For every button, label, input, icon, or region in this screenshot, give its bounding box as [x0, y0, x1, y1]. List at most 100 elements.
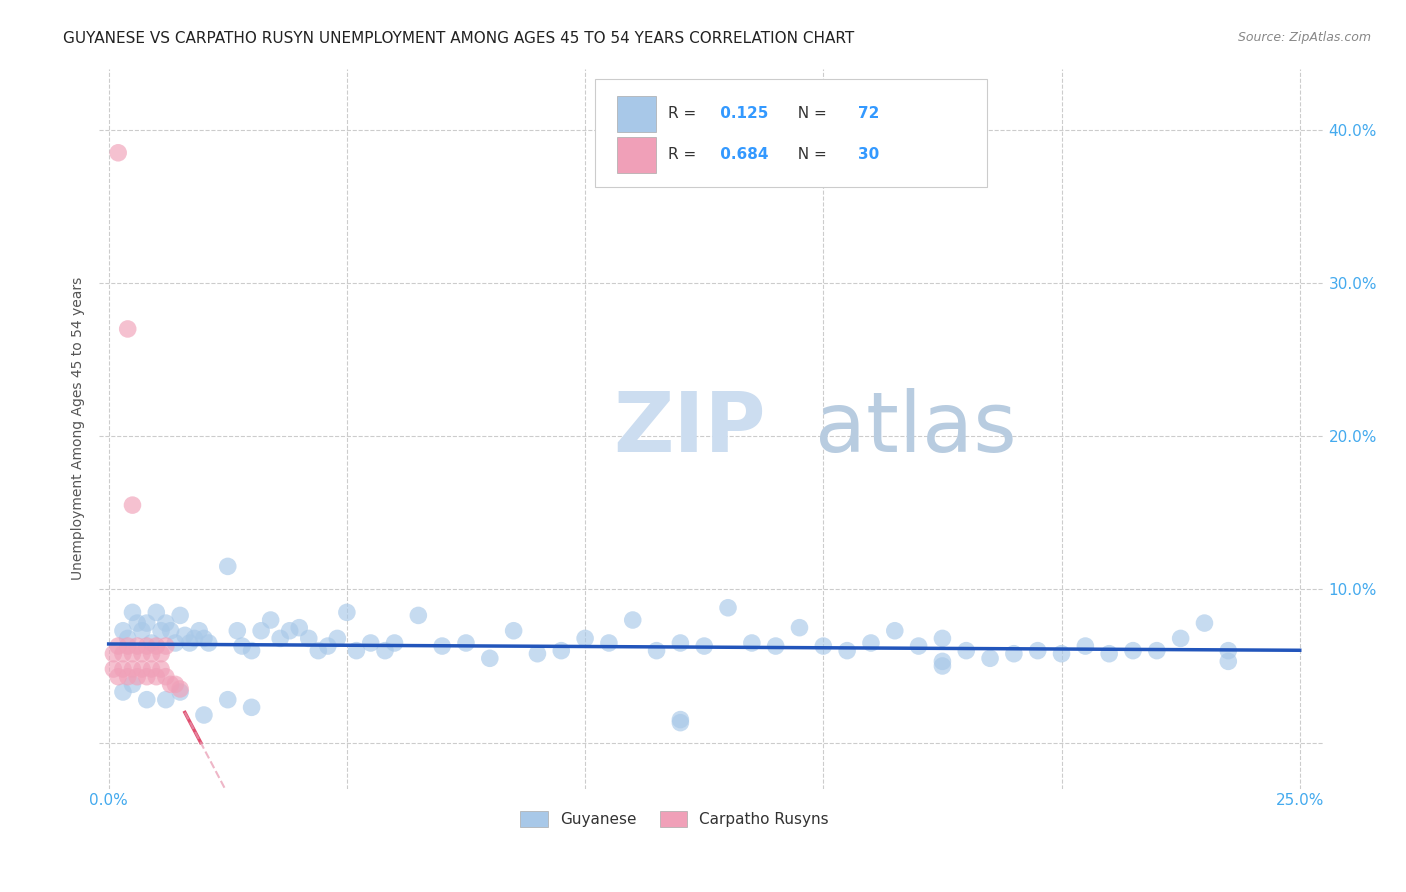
Point	[240, 643, 263, 657]
Point	[374, 643, 396, 657]
Point	[117, 632, 139, 646]
Point	[259, 613, 281, 627]
Point	[1026, 643, 1049, 657]
Point	[111, 624, 134, 638]
Point	[107, 145, 129, 160]
Point	[226, 624, 249, 638]
Point	[121, 662, 143, 676]
Point	[188, 624, 211, 638]
Point	[169, 681, 191, 696]
Point	[454, 636, 477, 650]
Point	[135, 670, 157, 684]
Point	[336, 605, 359, 619]
Text: atlas: atlas	[815, 388, 1017, 469]
Point	[837, 643, 859, 657]
Point	[789, 621, 811, 635]
Point	[344, 643, 367, 657]
Point	[117, 670, 139, 684]
Legend: Guyanese, Carpatho Rusyns: Guyanese, Carpatho Rusyns	[513, 804, 837, 835]
Point	[165, 636, 187, 650]
Point	[1194, 616, 1216, 631]
Point	[103, 647, 125, 661]
Point	[103, 662, 125, 676]
Point	[150, 624, 173, 638]
Point	[121, 677, 143, 691]
Point	[155, 639, 177, 653]
Point	[717, 600, 740, 615]
Y-axis label: Unemployment Among Ages 45 to 54 years: Unemployment Among Ages 45 to 54 years	[72, 277, 86, 580]
Text: 72: 72	[858, 106, 880, 121]
Point	[111, 647, 134, 661]
Point	[127, 616, 149, 631]
Point	[408, 608, 430, 623]
Point	[1170, 632, 1192, 646]
Point	[217, 692, 239, 706]
Point	[145, 605, 167, 619]
Point	[931, 632, 953, 646]
Point	[117, 322, 139, 336]
Text: N =: N =	[789, 147, 832, 162]
Point	[955, 643, 977, 657]
Point	[669, 715, 692, 730]
Point	[111, 662, 134, 676]
Point	[1218, 654, 1240, 668]
Text: R =: R =	[668, 106, 702, 121]
Point	[502, 624, 524, 638]
Point	[217, 559, 239, 574]
Point	[598, 636, 620, 650]
Point	[813, 639, 835, 653]
Point	[155, 616, 177, 631]
Point	[645, 643, 668, 657]
Point	[907, 639, 929, 653]
Point	[859, 636, 882, 650]
Point	[298, 632, 321, 646]
Point	[384, 636, 406, 650]
Point	[197, 636, 219, 650]
Point	[141, 647, 163, 661]
Text: 0.125: 0.125	[716, 106, 769, 121]
Point	[931, 659, 953, 673]
Point	[1074, 639, 1097, 653]
Point	[135, 616, 157, 631]
Point	[131, 624, 153, 638]
Point	[765, 639, 787, 653]
Point	[693, 639, 716, 653]
Text: Source: ZipAtlas.com: Source: ZipAtlas.com	[1237, 31, 1371, 45]
Point	[169, 608, 191, 623]
Point	[145, 639, 167, 653]
Point	[979, 651, 1001, 665]
Point	[145, 670, 167, 684]
Point	[193, 708, 215, 723]
Point	[155, 692, 177, 706]
Point	[150, 662, 173, 676]
Text: 30: 30	[858, 147, 880, 162]
Point	[669, 636, 692, 650]
Point	[150, 647, 173, 661]
Point	[183, 632, 205, 646]
Point	[121, 498, 143, 512]
Point	[669, 713, 692, 727]
Point	[360, 636, 382, 650]
Point	[165, 677, 187, 691]
Point	[1050, 647, 1073, 661]
Point	[155, 670, 177, 684]
FancyBboxPatch shape	[595, 79, 987, 187]
Point	[141, 636, 163, 650]
FancyBboxPatch shape	[617, 137, 657, 172]
Point	[131, 647, 153, 661]
Text: N =: N =	[789, 106, 832, 121]
Point	[173, 628, 195, 642]
Point	[135, 692, 157, 706]
Point	[1218, 643, 1240, 657]
Point	[478, 651, 501, 665]
Point	[117, 639, 139, 653]
Point	[1146, 643, 1168, 657]
Point	[574, 632, 596, 646]
Point	[169, 685, 191, 699]
Text: ZIP: ZIP	[613, 388, 766, 469]
Text: 0.684: 0.684	[716, 147, 769, 162]
Point	[159, 677, 181, 691]
Point	[141, 662, 163, 676]
Point	[159, 624, 181, 638]
Point	[111, 685, 134, 699]
